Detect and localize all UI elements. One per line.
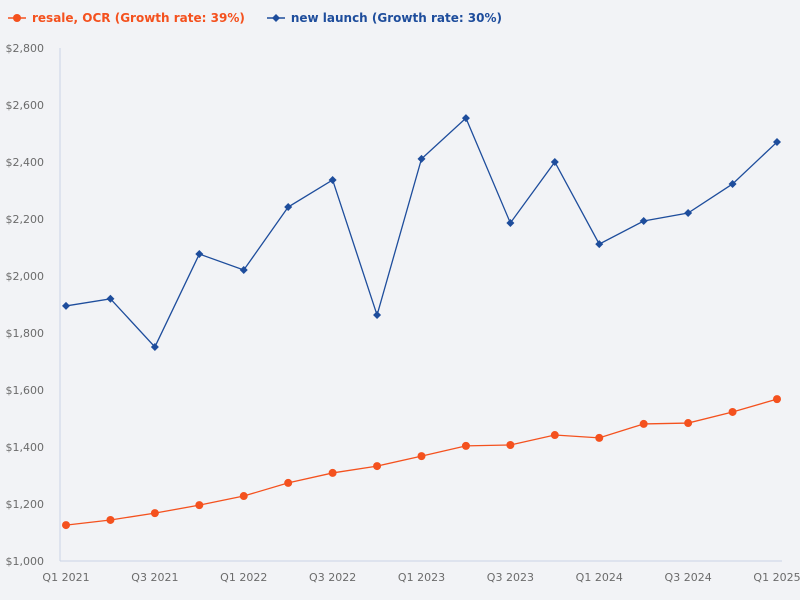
x-axis: Q1 2021 Q3 2021 Q1 2022 Q3 2022 Q1 2023 Q3 20… [42, 560, 800, 584]
diamond-data-point[interactable] [684, 209, 693, 218]
legend-item-resale[interactable]: resale, OCR (Growth rate: 39%) [8, 11, 245, 25]
circle-data-point[interactable] [106, 515, 115, 524]
series-new-launch [62, 114, 781, 351]
diamond-data-point[interactable] [373, 311, 382, 320]
diamond-data-point[interactable] [284, 203, 293, 212]
y-tick-label: $1,000 [6, 555, 45, 568]
circle-data-point[interactable] [62, 521, 70, 530]
x-tick-label: Q1 2021 [42, 571, 89, 584]
series-resale [62, 395, 781, 530]
diamond-data-point[interactable] [150, 342, 159, 351]
circle-data-point[interactable] [595, 433, 604, 442]
y-tick-label: $2,000 [6, 270, 45, 283]
x-tick-label: Q1 2022 [220, 571, 267, 584]
x-tick-label: Q1 2024 [576, 571, 623, 584]
circle-data-point[interactable] [550, 431, 559, 440]
diamond-data-point[interactable] [328, 175, 337, 184]
circle-data-point[interactable] [728, 407, 737, 416]
circle-marker-icon [8, 14, 26, 22]
y-tick-label: $2,600 [6, 99, 45, 112]
x-tick-label: Q1 2025 [753, 571, 800, 584]
circle-data-point[interactable] [195, 501, 204, 510]
y-axis: $1,000 $1,200 $1,400 $1,600 $1,800 $2,000 $2,2… [6, 42, 61, 568]
diamond-data-point[interactable] [506, 218, 515, 227]
legend-label-new-launch: new launch (Growth rate: 30%) [290, 11, 503, 25]
legend-label-resale: resale, OCR (Growth rate: 39%) [32, 11, 245, 25]
y-tick-label: $2,400 [6, 156, 45, 169]
x-tick-label: Q1 2023 [398, 571, 445, 584]
x-tick-label: Q3 2022 [309, 571, 356, 584]
diamond-data-point[interactable] [550, 158, 559, 166]
y-tick-label: $1,600 [6, 384, 45, 397]
x-tick-label: Q3 2024 [665, 571, 712, 584]
chart-legend: resale, OCR (Growth rate: 39%) new launc… [8, 8, 502, 28]
legend-item-new-launch[interactable]: new launch (Growth rate: 30%) [266, 11, 503, 25]
circle-data-point[interactable] [373, 462, 382, 471]
y-tick-label: $2,200 [6, 213, 45, 226]
circle-data-point[interactable] [239, 492, 248, 501]
diamond-data-point[interactable] [773, 138, 781, 147]
y-tick-label: $2,800 [6, 42, 45, 55]
diamond-marker-icon [266, 14, 285, 22]
diamond-data-point[interactable] [417, 154, 426, 163]
series-line [65, 117, 778, 349]
x-tick-label: Q3 2023 [487, 571, 534, 584]
diamond-data-point[interactable] [62, 301, 70, 310]
circle-data-point[interactable] [150, 509, 159, 518]
diamond-data-point[interactable] [106, 294, 115, 303]
circle-data-point[interactable] [506, 441, 515, 450]
circle-data-point[interactable] [773, 395, 781, 404]
circle-data-point[interactable] [328, 468, 337, 477]
y-tick-label: $1,800 [6, 327, 45, 340]
circle-data-point[interactable] [417, 452, 426, 461]
circle-data-point[interactable] [684, 419, 693, 428]
y-tick-label: $1,400 [6, 441, 45, 454]
circle-data-point[interactable] [284, 478, 293, 487]
diamond-data-point[interactable] [239, 266, 248, 275]
y-tick-label: $1,200 [6, 498, 45, 511]
circle-data-point[interactable] [461, 441, 470, 450]
diamond-data-point[interactable] [461, 114, 470, 123]
diamond-data-point[interactable] [195, 250, 204, 259]
circle-data-point[interactable] [639, 419, 648, 428]
diamond-data-point[interactable] [728, 179, 737, 188]
series-line [65, 398, 778, 526]
diamond-data-point[interactable] [639, 216, 648, 225]
diamond-data-point[interactable] [595, 240, 604, 249]
x-tick-label: Q3 2021 [131, 571, 178, 584]
